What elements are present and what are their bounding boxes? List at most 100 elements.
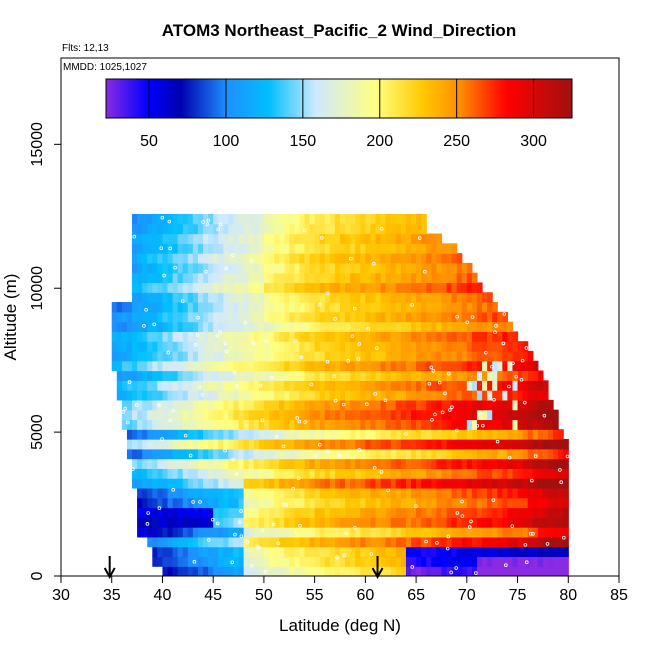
heatmap-cell (370, 223, 377, 235)
heatmap-cell (314, 262, 321, 274)
heatmap-cell (304, 458, 311, 469)
heatmap-cell (441, 331, 448, 342)
heatmap-cell (416, 292, 422, 303)
heatmap-cell (192, 468, 199, 479)
heatmap-cell (558, 527, 564, 538)
heatmap-cell (182, 478, 189, 489)
heatmap-cell (213, 233, 219, 244)
heatmap-cell (228, 390, 235, 401)
heatmap-cell (345, 390, 351, 401)
heatmap-cell (547, 468, 554, 479)
heatmap-cell (537, 478, 544, 489)
heatmap-cell (461, 380, 468, 391)
heatmap-cell (426, 233, 432, 244)
heatmap-cell (126, 360, 133, 372)
heatmap-cell (380, 399, 387, 411)
heatmap-cell (213, 370, 219, 381)
heatmap-cell (365, 556, 372, 567)
heatmap-cell (512, 517, 519, 528)
heatmap-cell (218, 272, 224, 284)
heatmap-cell (431, 233, 437, 244)
heatmap-cell (263, 213, 270, 225)
heatmap-cell (446, 429, 453, 440)
observation-point (157, 403, 161, 408)
heatmap-cell (421, 517, 427, 528)
heatmap-cell (142, 527, 148, 538)
heatmap-cell (284, 302, 290, 313)
heatmap-cell (223, 546, 229, 558)
heatmap-cell (456, 507, 463, 518)
heatmap-cell (380, 243, 387, 254)
heatmap-cell (375, 302, 382, 313)
observation-point (493, 330, 497, 335)
heatmap-cell (162, 448, 169, 460)
heatmap-cell (466, 321, 473, 332)
heatmap-cell (274, 243, 280, 254)
heatmap-cell (350, 360, 356, 372)
heatmap-cell (487, 507, 493, 518)
heatmap-cell (187, 233, 194, 244)
heatmap-cell (126, 419, 133, 430)
heatmap-cell (492, 527, 498, 538)
heatmap-cell (360, 556, 366, 567)
heatmap-cell (471, 282, 478, 293)
heatmap-cell (522, 370, 529, 381)
heatmap-cell (390, 302, 397, 313)
heatmap-cell (294, 566, 301, 576)
heatmap-cell (152, 487, 158, 499)
heatmap-cell (451, 468, 458, 479)
heatmap-cell (471, 527, 478, 538)
heatmap-cell (375, 439, 382, 450)
heatmap-cell (187, 517, 194, 528)
heatmap-cell (208, 331, 214, 342)
heatmap-cell (132, 458, 138, 469)
heatmap-cell (137, 272, 143, 284)
heatmap-cell (218, 262, 224, 274)
heatmap-cell (319, 399, 326, 411)
heatmap-cell (421, 253, 427, 264)
heatmap-cell (309, 390, 316, 401)
heatmap-cell (203, 360, 209, 372)
x-tick-label: 65 (407, 587, 425, 604)
heatmap-cell (268, 429, 275, 440)
heatmap-cell (208, 458, 214, 469)
heatmap-cell (228, 566, 235, 576)
heatmap-cell (192, 546, 199, 558)
heatmap-cell (197, 478, 204, 489)
heatmap-cell (365, 409, 372, 421)
heatmap-cell (233, 556, 240, 567)
observation-point (192, 559, 197, 564)
heatmap-cell (345, 272, 351, 284)
colorbar-tick-label: 150 (290, 133, 317, 150)
heatmap-cell (482, 448, 488, 460)
heatmap-cell (421, 458, 427, 469)
heatmap-cell (405, 556, 412, 567)
heatmap-cell (208, 439, 214, 450)
heatmap-cell (304, 429, 311, 440)
heatmap-cell (507, 487, 514, 499)
observation-point (445, 546, 450, 551)
heatmap-cell (355, 272, 361, 284)
heatmap-cell (405, 497, 412, 509)
heatmap-cell (471, 448, 478, 460)
heatmap-cell (502, 517, 508, 528)
heatmap-cell (476, 487, 483, 499)
heatmap-cell (411, 253, 417, 264)
heatmap-cell (274, 468, 280, 479)
heatmap-cell (253, 243, 260, 254)
heatmap-cell (279, 517, 285, 528)
heatmap-cell (411, 556, 417, 567)
flight-arrow-head (371, 567, 384, 580)
heatmap-cell (294, 546, 301, 558)
heatmap-cell (497, 419, 503, 430)
heatmap-cell (263, 380, 270, 391)
heatmap-cell (451, 429, 458, 440)
heatmap-cell (390, 399, 397, 411)
heatmap-cell (172, 370, 179, 381)
heatmap-cell (263, 556, 270, 567)
heatmap-cell (461, 399, 468, 411)
heatmap-cell (329, 429, 336, 440)
heatmap-cell (294, 272, 301, 284)
heatmap-cell (147, 390, 153, 401)
heatmap-cell (137, 390, 143, 401)
